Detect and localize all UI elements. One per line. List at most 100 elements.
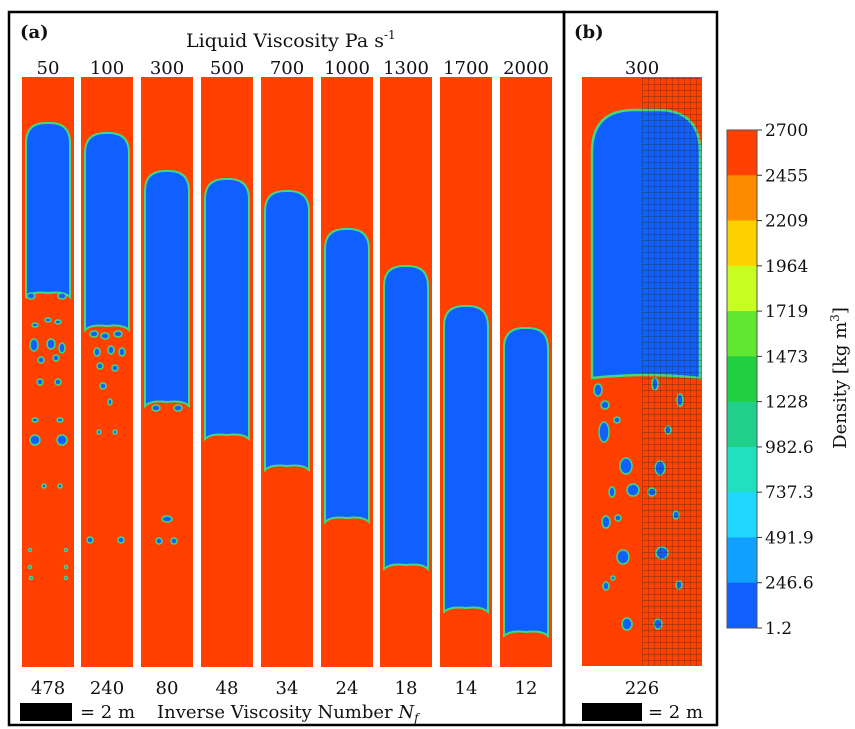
colorbar-tick-label: 491.9 <box>765 528 814 548</box>
colorbar-swatch <box>727 492 757 538</box>
colorbar-tick-label: 982.6 <box>765 438 814 458</box>
mesh-overlay <box>642 77 702 666</box>
gas-droplet <box>27 547 33 553</box>
colorbar-swatch <box>727 311 757 357</box>
scale-bar-b <box>582 703 642 721</box>
viscosity-label: 100 <box>90 58 124 79</box>
gas-droplet <box>56 417 64 423</box>
colorbar-tick-label: 2209 <box>765 212 808 232</box>
gas-droplet <box>54 319 62 325</box>
colorbar-swatch <box>727 401 757 448</box>
colorbar-tick-label: 1228 <box>765 393 808 413</box>
gas-droplet-b <box>610 575 616 581</box>
gas-droplet <box>96 429 102 435</box>
gas-droplet <box>113 330 123 338</box>
gas-droplet <box>36 378 44 386</box>
gas-droplet <box>63 575 69 581</box>
inverse-viscosity-value: 48 <box>216 678 239 699</box>
inverse-viscosity-title: Inverse Viscosity Number Nf <box>157 702 421 725</box>
gas-droplet <box>31 417 39 423</box>
gas-droplet <box>107 398 113 406</box>
gas-droplet <box>29 434 41 446</box>
gas-droplet <box>89 330 99 338</box>
colorbar-swatch <box>727 220 757 267</box>
viscosity-label: 1300 <box>383 58 429 79</box>
colorbar-tick-label: 2700 <box>765 121 808 141</box>
gas-droplet <box>112 429 118 435</box>
inverse-viscosity-value: 18 <box>395 678 418 699</box>
gas-droplet <box>170 537 178 545</box>
scale-bar-a <box>20 703 72 721</box>
gas-droplet <box>117 536 125 544</box>
viscosity-label: 2000 <box>503 58 549 79</box>
colorbar-tick-label: 1964 <box>765 257 808 277</box>
viscosity-column: 500 48 <box>201 58 253 699</box>
gas-bubble <box>503 327 549 639</box>
gas-droplet <box>57 292 67 300</box>
viscosity-column: 1700 14 <box>440 58 492 699</box>
gas-droplet-b <box>601 515 611 529</box>
gas-droplet <box>173 404 183 412</box>
colorbar-swatch <box>727 537 757 584</box>
viscosity-label: 500 <box>210 58 244 79</box>
inverse-viscosity-value: 478 <box>31 678 65 699</box>
gas-droplet-b <box>614 514 622 522</box>
colorbar-swatch <box>727 582 757 629</box>
colorbar-tick-label: 1719 <box>765 302 808 322</box>
colorbar-tick-label: 1.2 <box>765 619 792 639</box>
inverse-viscosity-value: 12 <box>515 678 538 699</box>
viscosity-column: 50 478 <box>22 58 74 699</box>
gas-droplet <box>93 347 101 357</box>
gas-droplet <box>28 575 34 581</box>
scale-label-b: = 2 m <box>648 702 703 723</box>
viscosity-column: 1000 24 <box>321 58 373 699</box>
gas-droplet <box>46 338 56 350</box>
gas-droplet <box>52 354 60 362</box>
gas-droplet <box>56 434 68 446</box>
gas-droplet <box>63 564 69 570</box>
gas-droplet-b <box>621 617 633 631</box>
gas-droplet <box>96 362 104 370</box>
colorbar-swatch <box>727 446 757 493</box>
gas-droplet <box>44 317 52 323</box>
viscosity-label: 1000 <box>324 58 370 79</box>
gas-droplet <box>54 378 62 386</box>
scale-label-a: = 2 m <box>80 702 135 723</box>
viscosity-axis-title-exp: -1 <box>384 28 396 42</box>
colorbar-swatch <box>727 175 757 222</box>
gas-droplet <box>99 382 107 390</box>
viscosity-column: 300 80 <box>141 58 193 699</box>
gas-droplet-b <box>602 581 610 591</box>
gas-droplet <box>107 345 115 355</box>
colorbar-swatch <box>727 130 757 176</box>
colorbar-title-text: Density [kg m <box>830 322 851 449</box>
colorbar-swatch <box>727 265 757 312</box>
colorbar-tick-label: 737.3 <box>765 483 814 503</box>
viscosity-label: 700 <box>270 58 304 79</box>
gas-droplet <box>151 404 161 412</box>
panel-a-label: (a) <box>20 22 49 43</box>
gas-droplet <box>31 322 39 328</box>
gas-bubble <box>84 132 130 333</box>
colorbar-swatch <box>727 356 757 403</box>
gas-droplet <box>41 483 47 489</box>
gas-droplet <box>155 537 163 545</box>
gas-droplet <box>29 338 39 352</box>
gas-bubble <box>383 265 429 572</box>
viscosity-axis-title: Liquid Viscosity Pa s-1 <box>186 28 396 52</box>
gas-droplet <box>111 364 119 372</box>
panel-b-column: 300 226 <box>582 58 702 699</box>
colorbar-tick-label: 246.6 <box>765 574 814 594</box>
inverse-viscosity-title-text: Inverse Viscosity Number <box>157 702 393 723</box>
panel-a-columns: 50 478 100 240 300 80 500 48 700 34 1000 24 1300 18 17… <box>22 58 552 699</box>
panel-b-frame <box>562 10 719 727</box>
gas-bubble <box>25 122 71 300</box>
viscosity-column: 1300 18 <box>380 58 432 699</box>
colorbar-border <box>726 129 758 629</box>
viscosity-label: 300 <box>150 58 184 79</box>
gas-droplet <box>26 292 36 300</box>
gas-droplet <box>86 536 94 544</box>
colorbar-tick-label: 1473 <box>765 347 808 367</box>
colorbar-title-end: ] <box>830 307 851 314</box>
gas-bubble <box>144 170 190 409</box>
